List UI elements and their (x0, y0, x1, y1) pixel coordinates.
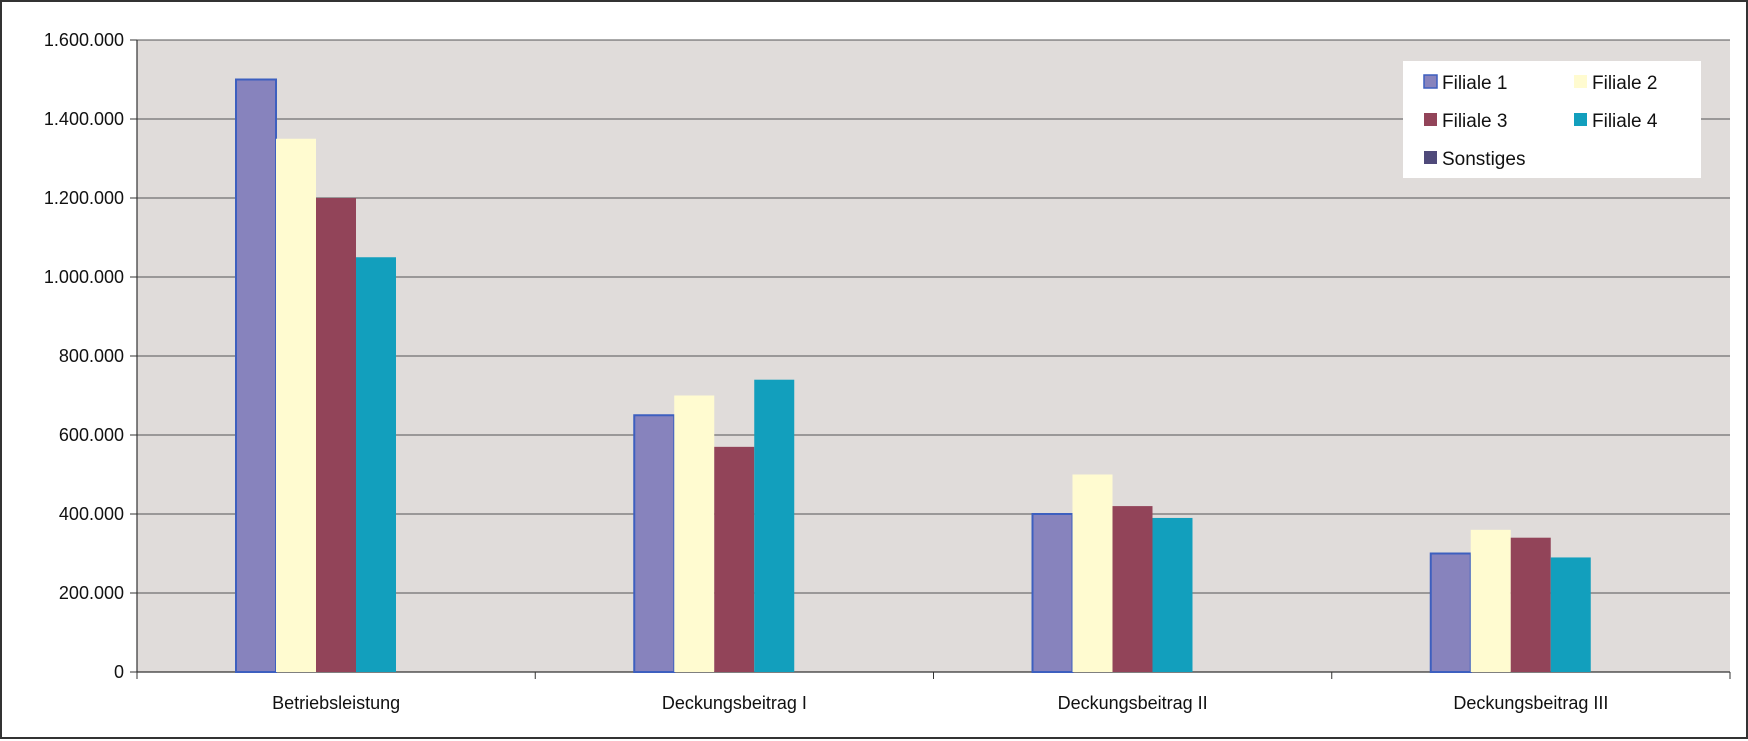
bar-filiale-4 (1550, 557, 1591, 672)
y-tick-label: 200.000 (59, 583, 124, 603)
y-tick-label: 1.200.000 (44, 188, 124, 208)
y-tick-label: 1.600.000 (44, 30, 124, 50)
bar-filiale-3 (1510, 537, 1551, 672)
bar-filiale-2 (276, 138, 316, 672)
bar-filiale-2 (1072, 474, 1113, 672)
bar-filiale-2 (674, 395, 715, 672)
legend: Filiale 1 Filiale 2 Filiale 3 Filiale 4 Sons… (1403, 61, 1701, 178)
y-tick-label: 600.000 (59, 425, 124, 445)
bar-filiale-4 (754, 379, 795, 672)
bar-filiale-1 (633, 414, 676, 673)
legend-swatch (1574, 75, 1587, 88)
legend-label: Sonstiges (1442, 149, 1525, 170)
bar-filiale-1 (1031, 513, 1074, 673)
legend-swatch (1423, 74, 1438, 89)
bar-filiale-4 (356, 257, 396, 672)
y-tick-label: 0 (114, 662, 124, 682)
x-tick-label: Betriebsleistung (272, 693, 400, 713)
legend-label: Filiale 3 (1442, 111, 1507, 132)
bar-filiale-2 (1470, 529, 1511, 672)
legend-swatch (1424, 151, 1437, 164)
x-tick-label: Deckungsbeitrag III (1453, 693, 1608, 713)
bar-filiale-3 (714, 446, 755, 672)
legend-label: Filiale 1 (1442, 73, 1507, 94)
legend-swatch (1574, 113, 1587, 126)
y-tick-label: 400.000 (59, 504, 124, 524)
x-tick-label: Deckungsbeitrag I (662, 693, 807, 713)
legend-box (1403, 61, 1701, 178)
y-tick-label: 1.000.000 (44, 267, 124, 287)
bar-filiale-3 (316, 198, 356, 672)
y-tick-label: 1.400.000 (44, 109, 124, 129)
legend-label: Filiale 2 (1592, 73, 1657, 94)
y-tick-label: 800.000 (59, 346, 124, 366)
bar-filiale-1 (235, 78, 277, 673)
bar-filiale-1 (1429, 552, 1472, 673)
bar-filiale-3 (1112, 506, 1153, 672)
legend-swatch (1424, 113, 1437, 126)
legend-label: Filiale 4 (1592, 111, 1658, 132)
x-tick-label: Deckungsbeitrag II (1058, 693, 1208, 713)
bar-filiale-4 (1152, 517, 1193, 672)
